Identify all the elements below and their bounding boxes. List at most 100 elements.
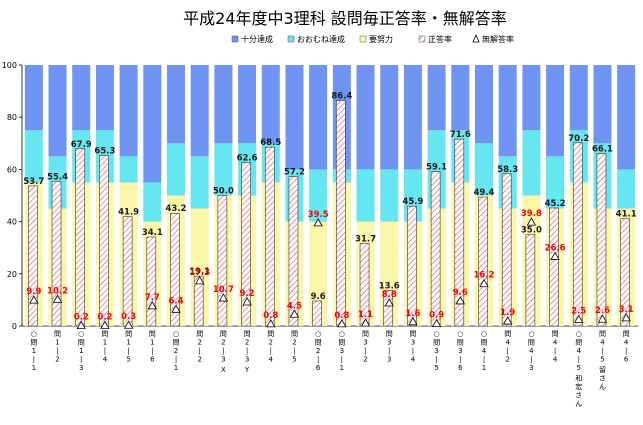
x-category-char: 3 [458, 347, 462, 355]
correct-rate-label: 35.0 [521, 226, 542, 236]
bar-jubun [166, 65, 186, 144]
x-category-char: 問 [433, 339, 440, 347]
correct-rate-label: 45.9 [402, 197, 423, 207]
legend-label: 十分達成 [241, 34, 273, 44]
x-category-sub: ん [599, 383, 606, 391]
x-category-char: 4 [411, 356, 416, 364]
x-category-char: 6 [458, 364, 463, 372]
x-category: 問1|4 [101, 330, 108, 364]
bar-group: 19.117.3 [189, 65, 210, 327]
bar-oomune [309, 169, 328, 222]
x-category-char: 問 [54, 330, 61, 338]
bar-correct-rate [478, 196, 488, 327]
bar-correct-rate [383, 290, 394, 327]
x-category-char: | [507, 347, 509, 355]
bar-correct-rate [430, 171, 441, 327]
bar-oomune [166, 143, 186, 196]
correct-rate-label: 50.0 [213, 187, 234, 197]
legend-swatch [231, 35, 239, 43]
bar-group: 41.9 0.3 [118, 65, 139, 329]
x-category-char: 6 [624, 356, 629, 364]
bar-group: 67.9 0.2 [71, 65, 92, 329]
x-category-char: | [33, 356, 35, 364]
bar-jubun [238, 65, 257, 144]
x-category-char: ○ [315, 330, 321, 338]
bar-oomune [380, 169, 399, 222]
legend-swatch [359, 35, 367, 43]
x-category-char: 1 [32, 347, 36, 355]
x-category-char: 3 [340, 347, 344, 355]
x-category-char: 1 [482, 364, 486, 372]
x-category-char: ○ [528, 330, 534, 338]
bar-jubun [72, 65, 91, 131]
bar-group: 66.1 2.6 [592, 65, 613, 327]
correct-rate-label: 68.5 [260, 138, 281, 148]
bar-oomune [143, 182, 162, 222]
x-category: ○問1|3 [78, 330, 85, 372]
no-answer-rate-label: 2.5 [571, 306, 586, 316]
x-category-char: 2 [505, 356, 509, 364]
x-category: ○問3|5 [433, 330, 440, 372]
bar-oomune [474, 143, 494, 196]
no-answer-rate-label: 0.2 [74, 312, 89, 322]
x-category: ○問2|6 [315, 330, 322, 372]
bar-jubun [214, 65, 233, 144]
x-category-char: 2 [221, 339, 225, 347]
bar-correct-rate [241, 162, 251, 327]
bar-group: 62.6 9.2 [237, 65, 258, 327]
bar-group: 41.1 3.1 [616, 65, 637, 327]
x-category-char: 5 [292, 356, 296, 364]
x-category: 問4|4 [552, 330, 559, 364]
no-answer-triangle-icon [123, 320, 134, 329]
legend-triangle-icon [472, 33, 480, 43]
x-category-char: | [127, 347, 129, 355]
bar-group: 65.3 0.2 [94, 65, 115, 329]
x-category-char: 問 [244, 330, 251, 338]
x-category-char: 3 [434, 347, 438, 355]
x-category: ○問3|1 [338, 330, 345, 372]
x-category-char: 1 [150, 339, 154, 347]
bar-oomune [190, 156, 209, 209]
x-category-char: | [364, 347, 366, 355]
bar-correct-rate [501, 173, 512, 327]
x-category-char: 問 [315, 339, 322, 347]
no-answer-rate-label: 8.8 [382, 290, 397, 300]
x-category-char: | [459, 356, 461, 364]
legend-label: 正答率 [428, 34, 452, 44]
x-category-char: 4 [600, 339, 605, 347]
x-category-char: 5 [434, 364, 438, 372]
legend-label: おおむね達成 [297, 34, 345, 44]
bar-jubun [261, 65, 280, 144]
x-category-char: 3 [245, 356, 249, 364]
x-category-char: 1 [340, 364, 344, 372]
x-category-char: 問 [338, 339, 345, 347]
x-category-sub: ん [575, 400, 582, 408]
bar-group: 45.9 1.6 [402, 65, 423, 327]
correct-rate-label: 49.4 [474, 188, 495, 198]
x-category-char: | [435, 356, 437, 364]
bar-correct-rate [620, 218, 630, 327]
x-category-char: 2 [55, 356, 59, 364]
x-category-char: 4 [624, 339, 629, 347]
x-category-char: 2 [245, 339, 249, 347]
x-category-char: 問 [552, 330, 559, 338]
x-category: ○問3|6 [457, 330, 464, 372]
x-category-char: 4 [553, 339, 558, 347]
x-category-char: 5 [126, 356, 130, 364]
correct-rate-label: 57.2 [284, 168, 305, 178]
y-tick-label: 100 [2, 61, 17, 70]
x-category-char: 4 [529, 347, 534, 355]
x-category-sub: X [221, 366, 226, 374]
x-category-sub: さ [575, 392, 582, 400]
no-answer-rate-label: 4.5 [287, 301, 302, 311]
no-answer-rate-label: 10.7 [213, 285, 234, 295]
x-category-char: 問 [291, 330, 298, 338]
x-category-char: 2 [292, 339, 296, 347]
no-answer-triangle-icon [597, 314, 608, 323]
x-category-char: 6 [150, 356, 155, 364]
x-category-char: 4 [505, 339, 510, 347]
no-answer-triangle-icon [100, 320, 110, 329]
bar-correct-rate [193, 275, 204, 327]
x-category-char: 問 [386, 330, 393, 338]
